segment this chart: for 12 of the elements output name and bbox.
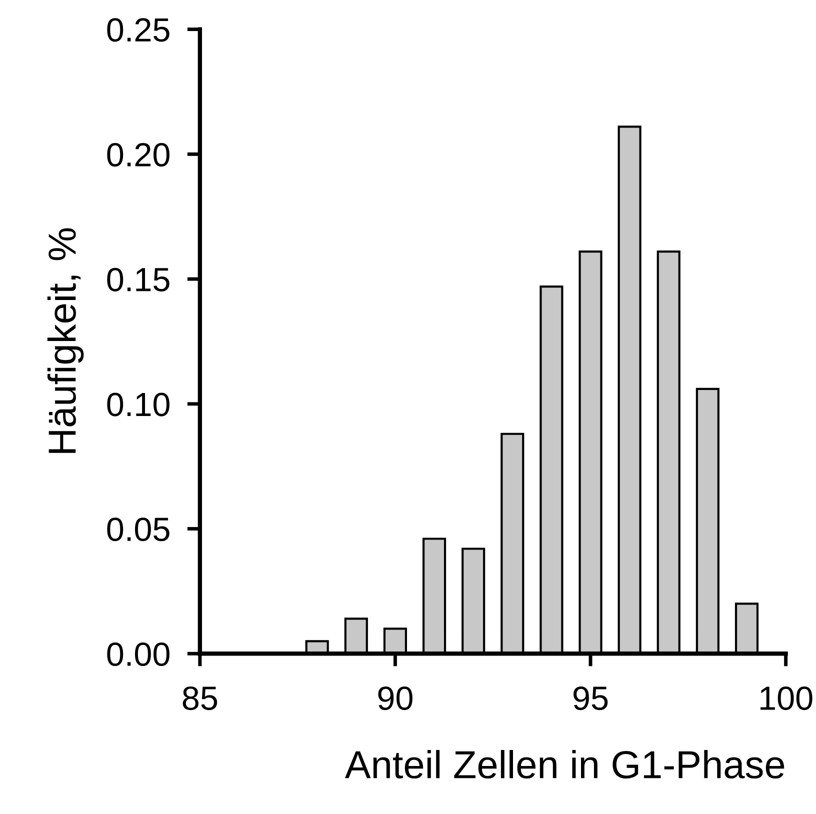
x-tick-label: 95 [574,686,608,710]
x-axis-title: Anteil Zellen in G1-Phase [344,750,784,779]
y-axis-title: Häufigkeit, % [47,228,84,453]
y-tick-label: 0.15 [107,268,170,292]
x-tick-label: 100 [760,686,812,710]
y-tick-label: 0.10 [107,392,170,416]
y-tick-label: 0.25 [107,18,170,42]
x-tick-label: 85 [182,686,218,710]
x-tick-label: 90 [378,686,412,710]
y-tick-label: 0.20 [107,142,170,167]
y-tick-label: 0.05 [107,518,170,542]
y-tick-label: 0.00 [107,642,170,666]
